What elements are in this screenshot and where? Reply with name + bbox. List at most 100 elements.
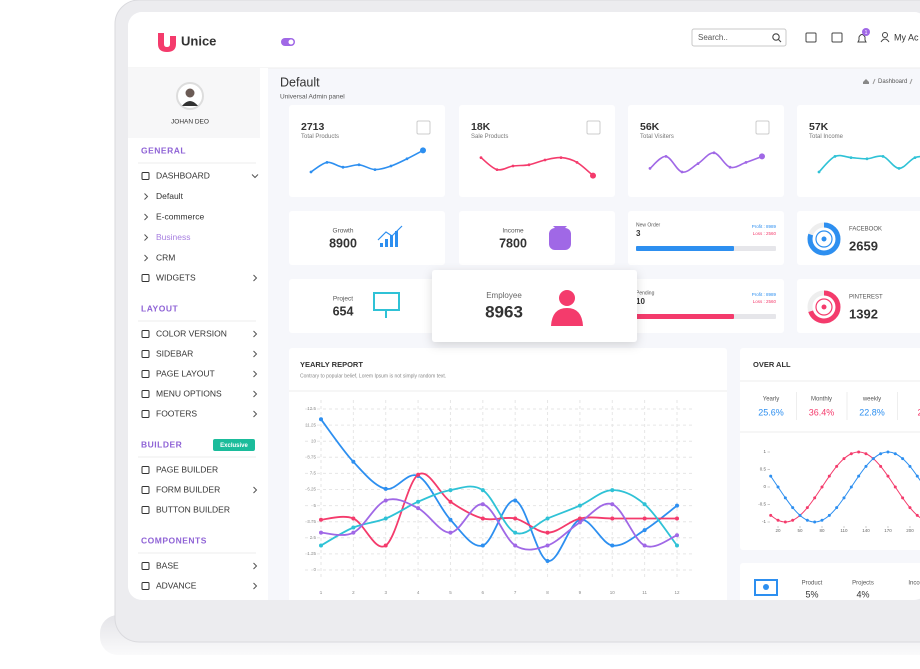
search-box[interactable] — [691, 28, 787, 47]
social-icon — [815, 230, 833, 248]
y-tick-label: 0 — [763, 484, 766, 489]
submenu-item[interactable]: Default — [156, 191, 184, 201]
bell-icon[interactable] — [857, 34, 867, 43]
line-point — [915, 513, 919, 517]
chevron-icon — [144, 234, 149, 241]
line-point — [610, 502, 615, 507]
menu-item[interactable]: FOOTERS — [156, 408, 197, 418]
menu-item[interactable]: MENU OPTIONS — [156, 388, 222, 398]
menu-item[interactable]: COLOR VERSION — [156, 328, 227, 338]
employee-icon — [559, 290, 575, 306]
chevron-icon — [253, 370, 258, 378]
stat-value: 56K — [640, 121, 660, 133]
menu-icon — [141, 562, 150, 570]
card — [740, 348, 920, 550]
submenu-item[interactable]: E-commerce — [156, 211, 204, 221]
line-point — [886, 450, 890, 454]
line-point — [642, 502, 647, 507]
line-point — [448, 499, 453, 504]
sparkline-point — [420, 147, 426, 154]
line-point — [675, 516, 679, 521]
menu-item[interactable]: PAGE BUILDER — [156, 464, 218, 474]
line-point — [776, 518, 780, 522]
line-point — [351, 516, 356, 521]
translate-icon[interactable] — [831, 32, 843, 43]
account-menu[interactable]: My Ac — [894, 32, 919, 42]
menu-item[interactable]: SIDEBAR — [156, 348, 193, 358]
line-point — [319, 417, 323, 422]
sparkline-point — [865, 157, 869, 161]
order-value: 3 — [636, 229, 641, 238]
stat-label: Sale Products — [471, 134, 508, 140]
menu-item[interactable]: PAGE LAYOUT — [156, 368, 215, 378]
employee-icon — [551, 308, 583, 326]
search-icon — [772, 33, 780, 41]
submenu-item[interactable]: Business — [156, 232, 191, 242]
y-tick-label: 11.25 — [305, 422, 316, 427]
x-tick-label: 9 — [579, 590, 582, 595]
growth-icon — [385, 239, 388, 247]
x-tick-label: 50 — [798, 528, 804, 533]
y-tick-label: 5 — [313, 503, 316, 508]
line-point — [893, 452, 897, 456]
line-point — [820, 485, 824, 489]
chevron-icon — [253, 390, 258, 398]
menu-item[interactable]: DASHBOARD — [156, 170, 210, 180]
submenu-item[interactable]: CRM — [156, 252, 175, 262]
stat-value: 57K — [809, 121, 829, 133]
x-tick-label: 5 — [449, 590, 452, 595]
x-tick-label: 110 — [840, 528, 848, 533]
line-point — [798, 513, 802, 517]
line-point — [480, 516, 485, 521]
breadcrumb-separator — [909, 78, 913, 85]
line-point — [675, 503, 679, 508]
sparkline-point — [849, 156, 853, 160]
menu-item[interactable]: WIDGETS — [156, 272, 196, 282]
period-value: 22.8% — [859, 407, 885, 417]
screen: Unice Search.. 1 My Ac JOHAN DEO GENERAL DASHB… — [128, 12, 920, 600]
line-point — [448, 488, 453, 493]
line-point — [901, 457, 905, 461]
menu-item[interactable]: FORM BUILDER — [156, 484, 220, 494]
menu-item[interactable]: BUTTON BUILDER — [156, 504, 230, 514]
sparkline-point — [881, 155, 885, 158]
line-point — [480, 543, 485, 548]
sparkline-point — [817, 170, 821, 174]
line-series — [320, 498, 678, 551]
calendar-icon[interactable] — [805, 32, 817, 43]
line-point — [675, 533, 679, 538]
x-tick-label: 20 — [776, 528, 782, 533]
line-point — [813, 496, 817, 500]
stat-label: Total Products — [301, 134, 339, 140]
chevron-icon — [253, 562, 258, 570]
chart-subtitle: Contrary to popular belief, Lorem Ipsum … — [300, 373, 446, 379]
line-point — [448, 517, 453, 522]
period-value: 24 — [917, 407, 920, 417]
stat-icon — [586, 120, 601, 135]
breadcrumb[interactable]: Dashboard — [878, 79, 907, 85]
sparkline-point — [357, 163, 361, 167]
line-point — [842, 496, 846, 500]
growth-icon — [390, 235, 393, 247]
sparkline — [649, 152, 763, 173]
line-point — [915, 474, 919, 478]
social-icon — [821, 236, 827, 242]
chevron-icon — [253, 486, 258, 494]
line-point — [805, 506, 809, 510]
order-label: Pending — [636, 290, 655, 296]
breadcrumb-separator — [872, 78, 876, 85]
menu-icon — [141, 466, 150, 474]
sparkline-point — [696, 162, 700, 166]
card — [459, 211, 615, 265]
x-tick-label: 2 — [352, 590, 355, 595]
kpi-value: 7800 — [499, 236, 527, 250]
menu-item[interactable]: ADVANCE — [156, 580, 197, 590]
account-icon — [880, 38, 890, 43]
sparkline-point — [744, 161, 748, 164]
menu-item[interactable]: BASE — [156, 560, 179, 570]
line-point — [416, 472, 421, 477]
kpi-label: Employee — [486, 291, 522, 300]
sidebar — [128, 68, 268, 600]
growth-icon — [395, 231, 398, 247]
